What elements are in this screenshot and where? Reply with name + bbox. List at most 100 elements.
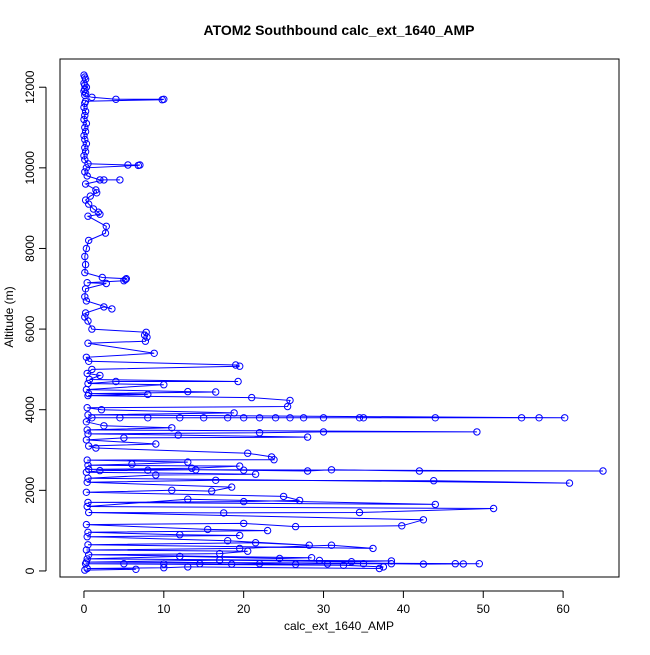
plot-frame xyxy=(59,58,620,578)
data-point xyxy=(295,496,304,505)
data-point xyxy=(83,404,91,412)
data-point xyxy=(82,164,91,172)
data-point xyxy=(100,422,108,430)
data-point xyxy=(369,544,377,553)
y-tick-label: 4000 xyxy=(23,396,37,423)
y-tick-label: 0 xyxy=(23,567,37,574)
data-point xyxy=(84,474,92,482)
data-point xyxy=(315,556,324,565)
y-tick-label: 10000 xyxy=(23,151,37,185)
data-point xyxy=(134,161,143,170)
data-point xyxy=(84,541,92,549)
data-point xyxy=(248,393,256,402)
data-point xyxy=(97,406,106,414)
data-point xyxy=(236,531,244,540)
data-point xyxy=(86,192,95,200)
data-point xyxy=(85,236,93,245)
series-line xyxy=(83,74,604,571)
data-point xyxy=(81,144,89,152)
data-point xyxy=(240,519,248,528)
data-point xyxy=(212,388,220,396)
data-point xyxy=(124,161,132,169)
data-point xyxy=(236,362,244,370)
data-point xyxy=(152,471,160,479)
data-point xyxy=(116,414,124,422)
data-point xyxy=(176,552,184,561)
data-point xyxy=(174,431,182,439)
data-point xyxy=(88,325,96,333)
data-point xyxy=(81,123,89,132)
data-point xyxy=(419,560,428,568)
data-point xyxy=(83,172,91,180)
data-point xyxy=(430,477,438,485)
data-point xyxy=(291,560,300,568)
data-point xyxy=(220,509,228,517)
data-point xyxy=(82,119,91,128)
data-point xyxy=(251,539,260,547)
data-point xyxy=(141,337,150,345)
data-point xyxy=(82,488,91,496)
data-point xyxy=(96,371,104,380)
data-point xyxy=(82,353,91,361)
data-point xyxy=(84,528,92,536)
data-point xyxy=(319,414,328,422)
x-tick-label: 40 xyxy=(397,602,411,616)
data-point xyxy=(120,434,128,442)
data-point xyxy=(212,476,220,484)
data-point xyxy=(92,444,100,452)
data-point xyxy=(347,558,356,566)
data-point xyxy=(82,546,91,554)
data-point xyxy=(228,560,236,568)
data-point xyxy=(132,565,140,573)
data-point xyxy=(271,414,280,422)
data-point xyxy=(84,317,92,325)
data-point xyxy=(94,208,103,216)
data-point xyxy=(240,414,248,422)
y-axis-label: Altitude (m) xyxy=(2,286,16,347)
data-point xyxy=(83,478,91,486)
data-point xyxy=(82,520,91,529)
data-point xyxy=(81,148,90,156)
data-point xyxy=(101,229,110,237)
data-point xyxy=(81,260,90,269)
data-point xyxy=(184,458,192,466)
data-point xyxy=(80,103,88,112)
x-tick-label: 60 xyxy=(556,602,570,616)
data-point xyxy=(122,275,131,283)
data-point xyxy=(263,526,272,535)
y-tick-label: 2000 xyxy=(23,477,37,504)
data-point xyxy=(81,180,90,188)
data-point xyxy=(305,541,313,549)
data-point xyxy=(81,135,89,144)
data-point xyxy=(196,560,204,568)
data-point xyxy=(473,428,481,436)
data-point xyxy=(303,433,312,441)
data-point xyxy=(84,212,92,220)
data-point xyxy=(244,449,252,457)
data-point xyxy=(83,555,91,563)
data-point xyxy=(80,152,88,160)
data-point xyxy=(82,436,91,444)
data-point xyxy=(236,462,244,470)
y-tick-label: 8000 xyxy=(23,235,37,262)
data-point xyxy=(81,107,90,116)
data-point xyxy=(85,551,93,559)
data-point xyxy=(224,414,232,422)
data-point xyxy=(236,544,244,553)
data-point xyxy=(255,429,264,437)
data-point xyxy=(81,99,89,108)
data-point xyxy=(158,96,166,104)
y-tick-label: 6000 xyxy=(23,315,37,342)
data-point xyxy=(112,95,120,104)
data-point xyxy=(82,297,91,305)
data-point xyxy=(228,483,236,491)
data-point xyxy=(561,414,569,422)
data-point xyxy=(143,333,151,341)
x-tick-label: 0 xyxy=(81,602,88,616)
data-point xyxy=(535,414,543,422)
data-point xyxy=(100,176,108,184)
data-point xyxy=(81,111,89,120)
data-point xyxy=(108,305,116,313)
data-point xyxy=(419,516,428,524)
